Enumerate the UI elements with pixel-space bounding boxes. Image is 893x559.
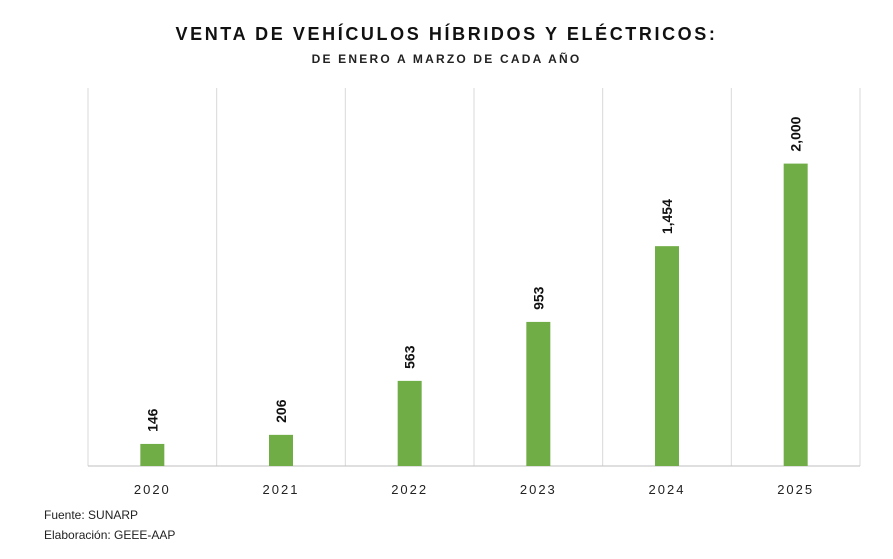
bar [526,321,551,466]
bar [140,443,165,466]
x-tick-label: 2025 [777,482,814,497]
x-tick-label: 2024 [649,482,686,497]
bar [269,434,293,466]
bar [397,380,422,466]
bar [655,246,679,466]
data-label: 2,000 [788,116,804,151]
x-tick-label: 2021 [263,482,300,497]
credit-note: Elaboración: GEEE-AAP [44,528,176,542]
data-label: 953 [530,286,546,310]
data-label: 206 [273,399,289,423]
x-tick-label: 2020 [134,482,171,497]
data-label: 1,454 [659,199,675,234]
x-tick-label: 2023 [520,482,557,497]
data-label: 146 [144,408,160,432]
chart-title: VENTA DE VEHÍCULOS HÍBRIDOS Y ELÉCTRICOS… [175,24,718,44]
x-tick-label: 2022 [391,482,428,497]
data-label: 563 [402,345,418,369]
bar [783,163,808,466]
source-note: Fuente: SUNARP [44,508,139,522]
chart-subtitle: DE ENERO A MARZO DE CADA AÑO [311,52,582,66]
